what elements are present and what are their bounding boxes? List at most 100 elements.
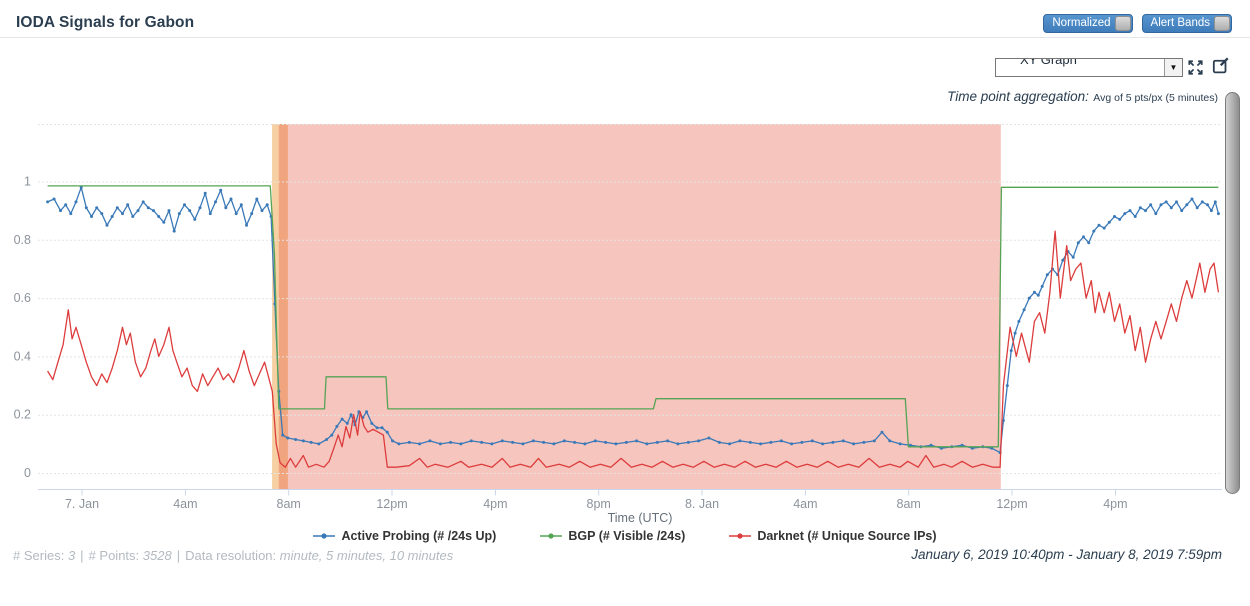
fullscreen-icon[interactable]: [1188, 60, 1203, 80]
series-stats: # Series: 3 | # Points: 3528 | Data resoluti…: [13, 548, 453, 563]
graph-type-select[interactable]: XY Graph ▼: [995, 58, 1183, 77]
y-tick-label: 0.4: [14, 349, 31, 363]
series-marker-active-probing-24s-up: [841, 439, 845, 443]
y-tick-label: 0.2: [14, 408, 31, 422]
series-marker-active-probing-24s-up: [852, 442, 856, 446]
series-marker-active-probing-24s-up: [1013, 331, 1017, 335]
series-marker-active-probing-24s-up: [74, 200, 78, 204]
legend-item-active-probing[interactable]: Active Probing (# /24s Up): [313, 529, 496, 543]
series-marker-active-probing-24s-up: [100, 212, 104, 216]
series-marker-active-probing-24s-up: [146, 206, 150, 210]
series-marker-active-probing-24s-up: [888, 439, 892, 443]
select-arrow-icon[interactable]: ▼: [1164, 59, 1182, 76]
series-marker-active-probing-24s-up: [1216, 212, 1220, 216]
series-marker-active-probing-24s-up: [105, 223, 109, 227]
series-marker-active-probing-24s-up: [1045, 273, 1049, 277]
normalized-toggle[interactable]: Normalized: [1043, 14, 1133, 33]
series-marker-active-probing-24s-up: [64, 203, 68, 207]
series-marker-active-probing-24s-up: [1027, 296, 1031, 300]
x-tick-label: 12pm: [376, 497, 407, 511]
series-marker-active-probing-24s-up: [707, 436, 711, 440]
alert-bands-toggle[interactable]: Alert Bands: [1141, 14, 1232, 33]
series-marker-active-probing-24s-up: [1144, 209, 1147, 213]
series-marker-active-probing-24s-up: [349, 413, 353, 417]
series-marker-active-probing-24s-up: [330, 433, 334, 437]
x-tick-label: 8pm: [587, 497, 611, 511]
series-marker-active-probing-24s-up: [157, 215, 161, 218]
series-marker-active-probing-24s-up: [281, 433, 285, 437]
series-marker-active-probing-24s-up: [1036, 293, 1040, 297]
series-marker-active-probing-24s-up: [490, 442, 494, 446]
series-marker-active-probing-24s-up: [872, 439, 876, 443]
series-marker-active-probing-24s-up: [1017, 319, 1021, 323]
series-marker-active-probing-24s-up: [438, 442, 442, 446]
signals-chart-svg: 0 0.2 0.4 0.6 0.8 1 7. Jan 4am 8am 12pm 4pm 8pm 8. J…: [14, 124, 1222, 525]
series-marker-active-probing-24s-up: [717, 440, 721, 444]
legend-item-darknet[interactable]: Darknet (# Unique Source IPs): [729, 529, 937, 543]
series-marker-active-probing-24s-up: [810, 439, 814, 443]
series-marker-active-probing-24s-up: [604, 440, 608, 444]
toggle-knob[interactable]: [1114, 16, 1131, 31]
series-marker-active-probing-24s-up: [193, 217, 197, 221]
series-marker-active-probing-24s-up: [593, 439, 597, 443]
series-line-darknet-unique-source-ips: [47, 230, 1220, 468]
series-marker-active-probing-24s-up: [167, 209, 171, 213]
series-marker-active-probing-24s-up: [1185, 203, 1189, 207]
series-marker-active-probing-24s-up: [84, 206, 88, 210]
series-marker-active-probing-24s-up: [1206, 203, 1209, 207]
series-marker-active-probing-24s-up: [1154, 212, 1158, 216]
stats-separator: |: [176, 548, 181, 563]
edit-icon[interactable]: [1212, 57, 1229, 79]
vertical-scrollbar[interactable]: [1225, 92, 1240, 494]
x-tick-label: 4pm: [1103, 497, 1127, 511]
series-marker-active-probing-24s-up: [418, 442, 422, 446]
series-marker-active-probing-24s-up: [90, 215, 93, 218]
series-marker-active-probing-24s-up: [686, 440, 690, 444]
series-marker-active-probing-24s-up: [728, 442, 732, 446]
series-marker-active-probing-24s-up: [1005, 384, 1009, 388]
toggle-knob[interactable]: [1214, 16, 1230, 31]
signals-chart[interactable]: 0 0.2 0.4 0.6 0.8 1 7. Jan 4am 8am 12pm 4pm 8pm 8. J…: [0, 88, 1250, 538]
series-marker-active-probing-24s-up: [365, 410, 369, 414]
series-marker-active-probing-24s-up: [1195, 206, 1199, 210]
series-marker-active-probing-24s-up: [666, 439, 670, 443]
series-marker-active-probing-24s-up: [469, 439, 473, 443]
x-tick-label: 4am: [173, 497, 197, 511]
series-marker-active-probing-24s-up: [511, 440, 515, 444]
series-marker-active-probing-24s-up: [428, 439, 432, 443]
x-tick-label: 7. Jan: [65, 497, 99, 511]
series-marker-active-probing-24s-up: [188, 209, 192, 213]
series-marker-active-probing-24s-up: [645, 442, 649, 446]
legend-label-darknet: Darknet (# Unique Source IPs): [757, 529, 937, 543]
series-marker-active-probing-24s-up: [1164, 200, 1168, 204]
series-marker-active-probing-24s-up: [1087, 241, 1091, 245]
series-marker-active-probing-24s-up: [1128, 209, 1132, 213]
series-marker-active-probing-24s-up: [183, 203, 186, 207]
alert-bands-toggle-label: Alert Bands: [1150, 17, 1210, 29]
legend-item-bgp[interactable]: BGP (# Visible /24s): [540, 529, 685, 543]
series-marker-active-probing-24s-up: [265, 203, 269, 207]
series-marker-active-probing-24s-up: [208, 212, 212, 216]
series-marker-active-probing-24s-up: [69, 212, 73, 216]
series-marker-active-probing-24s-up: [172, 229, 176, 233]
series-marker-active-probing-24s-up: [219, 188, 223, 192]
series-marker-active-probing-24s-up: [655, 440, 659, 444]
legend-label-active-probing: Active Probing (# /24s Up): [341, 529, 497, 543]
series-marker-active-probing-24s-up: [552, 442, 556, 446]
y-tick-label: 0.8: [14, 233, 31, 247]
series-marker-active-probing-24s-up: [1113, 215, 1116, 218]
series-marker-active-probing-24s-up: [1118, 217, 1122, 221]
series-marker-active-probing-24s-up: [162, 220, 166, 224]
series-marker-active-probing-24s-up: [1102, 226, 1106, 230]
series-marker-active-probing-24s-up: [325, 438, 329, 441]
series-marker-active-probing-24s-up: [449, 440, 453, 444]
points-count-label: # Points:: [88, 548, 140, 563]
series-marker-active-probing-24s-up: [1040, 284, 1044, 288]
series-marker-active-probing-24s-up: [255, 197, 259, 201]
series-line-active-probing-24s-up: [47, 186, 1220, 454]
series-marker-active-probing-24s-up: [286, 436, 290, 440]
series-marker-active-probing-24s-up: [136, 209, 140, 213]
series-marker-active-probing-24s-up: [898, 442, 902, 446]
series-marker-active-probing-24s-up: [1092, 229, 1096, 233]
